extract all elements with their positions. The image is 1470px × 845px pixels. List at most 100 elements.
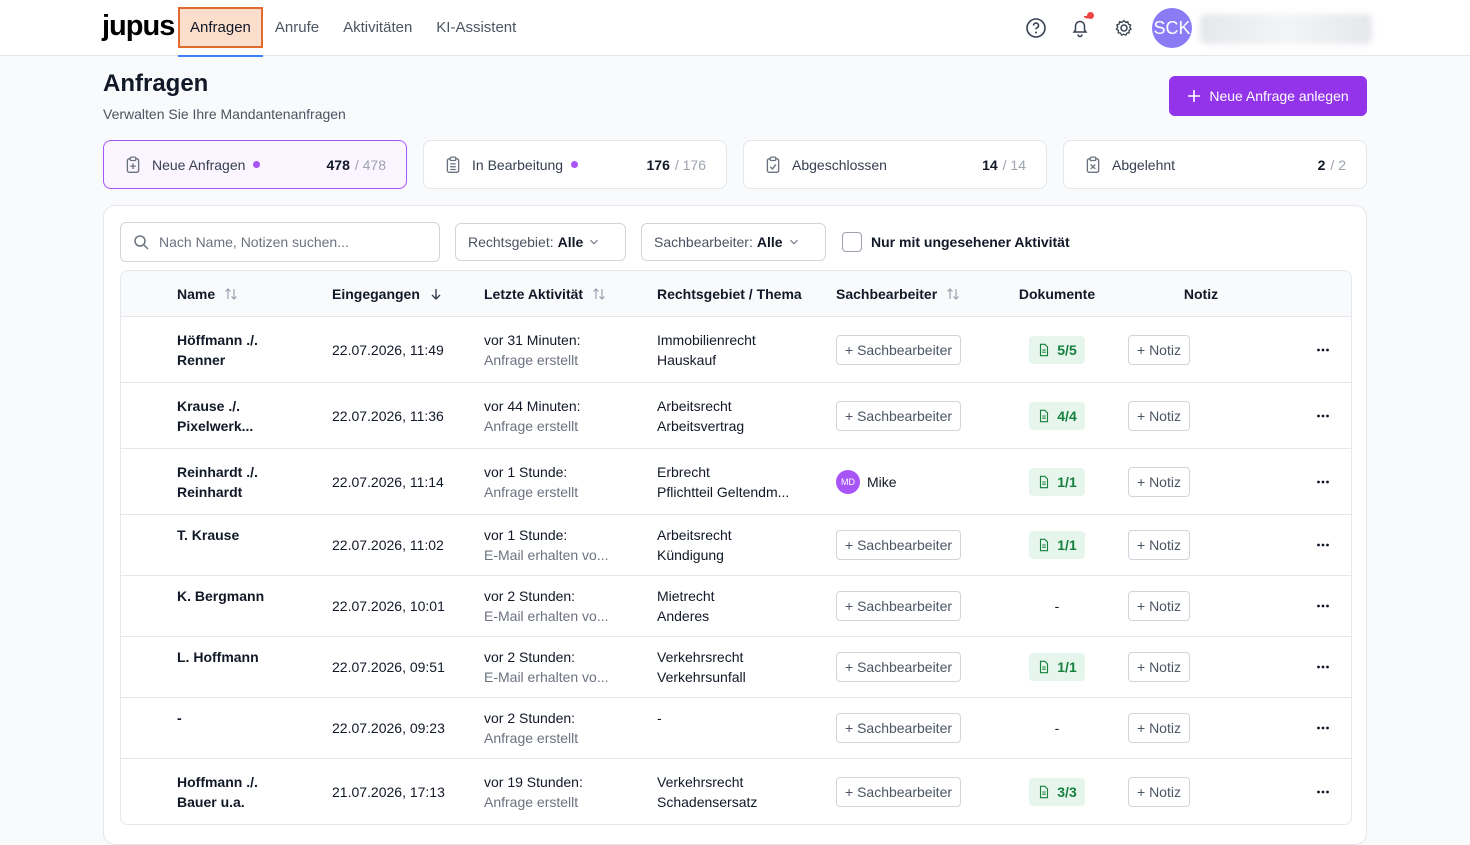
documents-cell: 1/1 [1006,531,1108,559]
filter-dropdown[interactable]: Sachbearbeiter: Alle [641,223,826,261]
status-card[interactable]: Neue Anfragen 478/ 478 [103,140,407,189]
assign-button[interactable]: + Sachbearbeiter [836,652,962,682]
search-input[interactable]: Nach Name, Notizen suchen... [120,222,440,262]
name-cell: T. Krause [177,515,332,555]
more-icon [1316,414,1329,417]
row-menu[interactable] [1294,720,1351,736]
note-cell: + Notiz [1108,776,1294,807]
nav-tab[interactable]: KI-Assistent [424,0,528,56]
documents-count: 1/1 [1057,473,1077,490]
activity-text: Anfrage erstellt [484,730,579,746]
help-icon[interactable] [1024,16,1048,40]
column-label: Name [177,285,216,302]
new-request-button[interactable]: Neue Anfrage anlegen [1169,76,1367,116]
assignee-cell: + Sachbearbeiter [836,776,1006,807]
assign-button[interactable]: + Sachbearbeiter [836,530,962,560]
unseen-checkbox[interactable]: Nur mit ungesehener Aktivität [842,232,1070,252]
client-name: L. Hoffmann [177,649,259,665]
assign-button[interactable]: + Sachbearbeiter [836,591,962,621]
client-name: Hoffmann ./. Bauer u.a. [177,774,258,810]
more-icon [1316,665,1329,669]
checkbox-box[interactable] [842,232,862,252]
row-menu[interactable] [1294,784,1351,800]
received-date: 22.07.2026, 11:36 [332,407,444,424]
documents-badge[interactable]: 5/5 [1029,335,1085,364]
note-button[interactable]: + Notiz [1128,466,1190,497]
sort-desc-icon [431,288,441,300]
nav-tab[interactable]: Anfragen [178,0,263,57]
row-menu[interactable] [1294,537,1351,553]
assign-button[interactable]: + Sachbearbeiter [836,400,962,431]
table-row[interactable]: Höffmann ./. Renner 22.07.2026, 11:49 vor … [121,316,1351,382]
column-header[interactable]: Letzte Aktivität [484,286,657,302]
column-label: Eingegangen [332,285,420,302]
assign-button[interactable]: + Sachbearbeiter [836,713,962,743]
area-cell: Arbeitsrecht Arbeitsvertrag [657,396,836,436]
search-placeholder: Nach Name, Notizen suchen... [159,234,349,250]
documents-badge[interactable]: 1/1 [1029,653,1085,681]
note-button[interactable]: + Notiz [1128,400,1190,431]
nav-tab[interactable]: Aktivitäten [331,0,424,56]
note-button[interactable]: + Notiz [1128,713,1190,743]
table-row[interactable]: L. Hoffmann 22.07.2026, 09:51 vor 2 Stunde… [121,636,1351,697]
note-button[interactable]: + Notiz [1128,334,1190,365]
note-button[interactable]: + Notiz [1128,591,1190,621]
assign-button[interactable]: + Sachbearbeiter [836,776,962,807]
status-icon [1086,155,1100,173]
column-label: Sachbearbeiter [836,285,938,302]
documents-cell: 1/1 [1006,467,1108,496]
documents-badge[interactable]: 1/1 [1029,467,1085,496]
note-button[interactable]: + Notiz [1128,652,1190,682]
nav-tab[interactable]: Anrufe [263,0,331,56]
status-count: 176 [646,156,670,173]
table-row[interactable]: Reinhardt ./. Reinhardt 22.07.2026, 11:14… [121,448,1351,514]
activity-cell: vor 2 Stunden: Anfrage erstellt [484,708,657,748]
column-label: Letzte Aktivität [484,285,584,302]
document-icon [1040,660,1049,674]
tab-label: Anrufe [274,19,320,36]
row-menu[interactable] [1294,598,1351,614]
more-icon [1316,543,1329,547]
column-header[interactable]: Name [177,286,332,302]
column-header[interactable]: Sachbearbeiter [836,286,1006,302]
legal-area: Arbeitsrecht [657,527,732,543]
assignee-cell: + Sachbearbeiter [836,400,1006,431]
received-date: 22.07.2026, 11:02 [332,537,444,553]
status-card[interactable]: Abgeschlossen 14/ 14 [743,140,1047,189]
status-icon [446,155,460,173]
column-label: Rechtsgebiet / Thema [657,285,802,302]
notification-icon[interactable] [1068,16,1092,40]
row-menu[interactable] [1294,342,1351,358]
table-row[interactable]: - 22.07.2026, 09:23 vor 2 Stunden: Anfrage … [121,697,1351,758]
status-label: Neue Anfragen [152,156,246,173]
area-cell: Mietrecht Anderes [657,586,836,626]
column-header[interactable]: Eingegangen [332,286,484,302]
note-button[interactable]: + Notiz [1128,776,1190,807]
topic: Arbeitsvertrag [657,417,745,434]
row-menu[interactable] [1294,474,1351,490]
documents-badge[interactable]: 1/1 [1029,531,1085,559]
row-menu[interactable] [1294,659,1351,675]
more-icon [1316,790,1329,793]
settings-icon[interactable] [1112,16,1136,40]
documents-badge[interactable]: 4/4 [1029,401,1085,430]
logo[interactable]: jupus [102,10,175,42]
area-cell: Verkehrsrecht Schadensersatz [657,772,836,812]
table-row[interactable]: Hoffmann ./. Bauer u.a. 21.07.2026, 17:13… [121,758,1351,824]
plus-icon [1188,90,1201,102]
status-total: / 176 [674,156,706,173]
table-row[interactable]: Krause ./. Pixelwerk... 22.07.2026, 11:36… [121,382,1351,448]
documents-badge[interactable]: 3/3 [1029,777,1085,806]
table-row[interactable]: K. Bergmann 22.07.2026, 10:01 vor 2 Stunde… [121,575,1351,636]
user-avatar[interactable]: SCK [1152,8,1192,48]
assign-button[interactable]: + Sachbearbeiter [836,334,962,365]
status-card[interactable]: In Bearbeitung 176/ 176 [423,140,727,189]
notification-dot [1087,12,1094,19]
note-button[interactable]: + Notiz [1128,530,1190,560]
table-row[interactable]: T. Krause 22.07.2026, 11:02 vor 1 Stunde: E… [121,514,1351,575]
row-menu[interactable] [1294,408,1351,424]
status-card[interactable]: Abgelehnt 2/ 2 [1063,140,1367,189]
filter-dropdown[interactable]: Rechtsgebiet: Alle [455,223,626,261]
page-subtitle: Verwalten Sie Ihre Mandantenanfragen [103,106,346,122]
unseen-dot [571,161,579,168]
